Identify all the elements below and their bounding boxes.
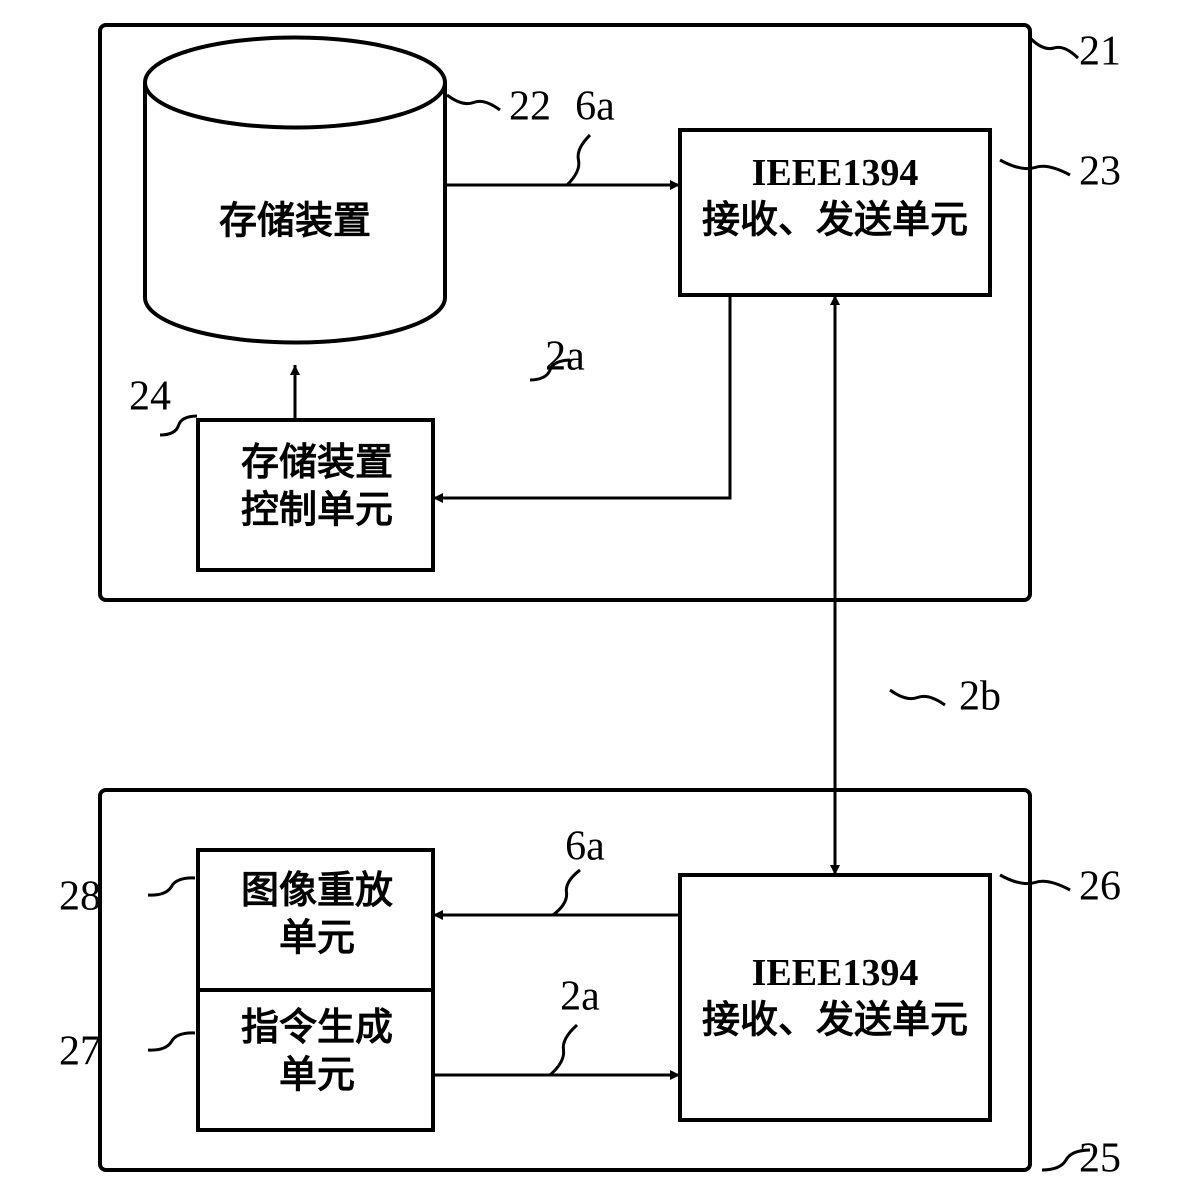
svg-text:控制单元: 控制单元 (241, 489, 393, 531)
node-ieee_bot (680, 875, 990, 1120)
ref-22-storage: 22 (509, 84, 551, 130)
label-ieee_bot: IEEE1394 接收、发送单元 (702, 952, 968, 1042)
label-img_replay: 图像重放单元 (241, 870, 393, 960)
edge-label-ieee-top-to-ctrl: 2a (545, 334, 585, 380)
node-storage-top (145, 38, 445, 128)
edge-label-cmdgen-to-ieee-bot: 2a (560, 974, 600, 1020)
ref-24-storage_ctrl: 24 (129, 374, 171, 420)
edge-ieee-top-to-ctrl (433, 295, 730, 498)
label-cmd_gen: 指令生成单元 (241, 1007, 393, 1097)
ref-26-ieee_bot: 26 (1079, 864, 1121, 910)
ref-27-cmd_gen: 27 (59, 1029, 101, 1075)
edge-label-storage-to-ieee-top: 6a (575, 84, 615, 130)
svg-text:单元: 单元 (279, 1054, 355, 1096)
svg-text:单元: 单元 (279, 917, 355, 959)
svg-text:IEEE1394: IEEE1394 (752, 152, 919, 194)
label-storage: 存储装置 (219, 201, 371, 243)
edge-label-ieee-bot-to-replay: 6a (565, 824, 605, 870)
svg-text:IEEE1394: IEEE1394 (752, 952, 919, 994)
svg-text:接收、发送单元: 接收、发送单元 (702, 999, 968, 1041)
ref-21: 21 (1079, 29, 1121, 75)
edge-label-ieee-top-bot: 2b (959, 674, 1001, 720)
label-ieee_top: IEEE1394 接收、发送单元 (702, 152, 968, 242)
ref-28-img_replay: 28 (59, 874, 101, 920)
svg-text:指令生成: 指令生成 (241, 1007, 393, 1049)
svg-text:接收、发送单元: 接收、发送单元 (702, 199, 968, 241)
svg-text:图像重放: 图像重放 (241, 870, 393, 912)
ref-25: 25 (1079, 1136, 1121, 1182)
label-storage_ctrl: 存储装置控制单元 (241, 442, 393, 532)
ref-23-ieee_top: 23 (1079, 149, 1121, 195)
svg-text:存储装置: 存储装置 (219, 201, 371, 243)
container-top (100, 25, 1030, 600)
svg-text:存储装置: 存储装置 (241, 442, 393, 484)
